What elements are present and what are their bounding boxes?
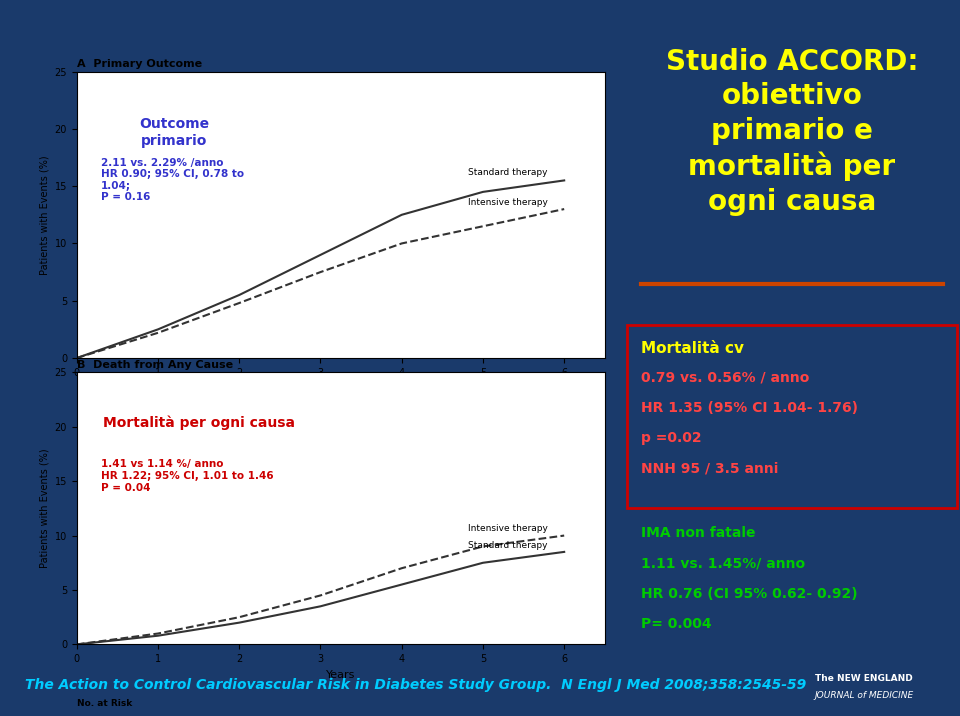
Standard therapy — [315, 251, 326, 259]
Standard therapy — [396, 211, 407, 219]
Intensive therapy — [396, 239, 407, 248]
Y-axis label: Patients with Events (%): Patients with Events (%) — [39, 448, 49, 569]
Standard therapy — [477, 188, 489, 196]
Text: The Action to Control Cardiovascular Risk in Diabetes Study Group.  N Engl J Med: The Action to Control Cardiovascular Ris… — [25, 678, 805, 692]
Standard therapy — [71, 354, 83, 362]
Standard therapy — [559, 176, 570, 185]
Standard therapy — [477, 558, 489, 567]
Intensive therapy — [153, 629, 164, 638]
Text: HR 0.76 (CI 95% 0.62- 0.92): HR 0.76 (CI 95% 0.62- 0.92) — [641, 587, 857, 601]
Text: 2.11 vs. 2.29% /anno
HR 0.90; 95% CI, 0.78 to
1.04;
P = 0.16: 2.11 vs. 2.29% /anno HR 0.90; 95% CI, 0.… — [101, 158, 244, 203]
Intensive therapy — [396, 564, 407, 573]
X-axis label: Years: Years — [326, 383, 355, 393]
Line: Intensive therapy: Intensive therapy — [77, 209, 564, 358]
Text: B  Death from Any Cause: B Death from Any Cause — [77, 360, 233, 370]
FancyBboxPatch shape — [628, 325, 956, 508]
Line: Standard therapy: Standard therapy — [77, 552, 564, 644]
Standard therapy — [559, 548, 570, 556]
Text: No. at Risk: No. at Risk — [77, 699, 132, 708]
Text: The NEW ENGLAND: The NEW ENGLAND — [815, 674, 913, 683]
X-axis label: Years: Years — [326, 669, 355, 679]
Line: Intensive therapy: Intensive therapy — [77, 536, 564, 644]
Standard therapy — [71, 640, 83, 649]
Text: 1.41 vs 1.14 %/ anno
HR 1.22; 95% CI, 1.01 to 1.46
P = 0.04: 1.41 vs 1.14 %/ anno HR 1.22; 95% CI, 1.… — [101, 460, 274, 493]
Line: Standard therapy: Standard therapy — [77, 180, 564, 358]
Y-axis label: Patients with Events (%): Patients with Events (%) — [39, 155, 49, 275]
Text: NNH 95 / 3.5 anni: NNH 95 / 3.5 anni — [641, 462, 779, 475]
Intensive therapy — [315, 268, 326, 276]
Intensive therapy — [153, 329, 164, 337]
Text: A  Primary Outcome: A Primary Outcome — [77, 59, 202, 69]
Intensive therapy — [315, 591, 326, 600]
Text: Intensive therapy: Intensive therapy — [468, 198, 548, 207]
Text: HR 1.35 (95% CI 1.04- 1.76): HR 1.35 (95% CI 1.04- 1.76) — [641, 401, 858, 415]
Standard therapy — [315, 602, 326, 611]
Standard therapy — [396, 580, 407, 589]
Intensive therapy — [233, 613, 245, 621]
Text: No. at Risk: No. at Risk — [77, 410, 132, 419]
Text: Mortalità per ogni causa: Mortalità per ogni causa — [103, 416, 295, 430]
Intensive therapy — [71, 354, 83, 362]
Intensive therapy — [477, 222, 489, 231]
Text: P= 0.004: P= 0.004 — [641, 617, 711, 631]
Text: JOURNAL of MEDICINE: JOURNAL of MEDICINE — [814, 691, 914, 700]
Text: Intensive therapy: Intensive therapy — [468, 524, 548, 533]
Text: Outcome
primario: Outcome primario — [139, 117, 209, 147]
Intensive therapy — [559, 205, 570, 213]
Intensive therapy — [477, 542, 489, 551]
Intensive therapy — [559, 531, 570, 540]
Standard therapy — [233, 619, 245, 627]
Text: IMA non fatale: IMA non fatale — [641, 526, 756, 541]
Text: Standard therapy: Standard therapy — [468, 168, 548, 177]
Text: 1.11 vs. 1.45%/ anno: 1.11 vs. 1.45%/ anno — [641, 556, 804, 571]
Intensive therapy — [233, 299, 245, 307]
Standard therapy — [153, 632, 164, 640]
Intensive therapy — [71, 640, 83, 649]
Text: Standard therapy   5123    4827    4262    2702    1186     440     395: Standard therapy 5123 4827 4262 2702 118… — [77, 444, 432, 453]
Text: Studio ACCORD:
obiettivo
primario e
mortalità per
ogni causa: Studio ACCORD: obiettivo primario e mort… — [665, 47, 919, 216]
Text: Mortalità cv: Mortalità cv — [641, 341, 744, 356]
Text: p =0.02: p =0.02 — [641, 431, 702, 445]
Text: Standard therapy: Standard therapy — [468, 541, 548, 550]
Standard therapy — [153, 325, 164, 334]
Text: 0.79 vs. 0.56% / anno: 0.79 vs. 0.56% / anno — [641, 371, 809, 384]
Standard therapy — [233, 291, 245, 299]
Text: Intensive therapy  5128    4843    4390    2839    1337     475     448: Intensive therapy 5128 4843 4390 2839 13… — [77, 427, 432, 436]
